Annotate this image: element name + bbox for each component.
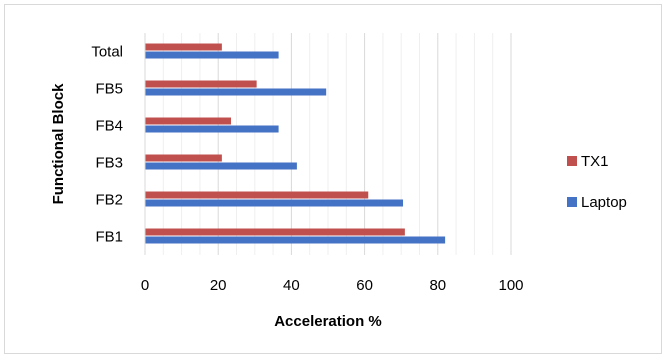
chart-frame: 0 20 40 60 80 100 FB1 FB2 FB3 FB4 FB5 Total Accele… <box>4 4 662 354</box>
y-tick-label: FB4 <box>95 118 123 135</box>
bar-tx1-fb4 <box>145 117 232 125</box>
bar-tx1-fb5 <box>145 80 257 88</box>
y-axis-title: Functional Block <box>50 83 67 205</box>
x-tick-labels: 0 20 40 60 80 100 <box>141 277 524 294</box>
x-axis-title: Acceleration % <box>274 313 382 330</box>
y-tick-label: FB2 <box>95 192 123 209</box>
chart: 0 20 40 60 80 100 FB1 FB2 FB3 FB4 FB5 Total Accele… <box>50 33 627 330</box>
bar-tx1-fb1 <box>145 228 405 236</box>
bar-laptop-fb1 <box>145 236 446 244</box>
bars <box>145 43 446 244</box>
x-tick-label: 0 <box>141 277 149 294</box>
x-tick-label: 60 <box>356 277 373 294</box>
bar-laptop-fb4 <box>145 125 279 133</box>
x-tick-label: 100 <box>498 277 523 294</box>
bar-tx1-fb3 <box>145 154 222 162</box>
legend-label-tx1: TX1 <box>581 153 609 170</box>
legend-swatch-tx1 <box>567 156 577 166</box>
legend-label-laptop: Laptop <box>581 194 627 211</box>
legend-swatch-laptop <box>567 197 577 207</box>
bar-tx1-total <box>145 43 222 51</box>
bar-laptop-total <box>145 51 279 59</box>
bar-tx1-fb2 <box>145 191 369 199</box>
gridlines <box>162 33 512 255</box>
bar-laptop-fb5 <box>145 88 327 96</box>
x-tick-label: 80 <box>429 277 446 294</box>
y-tick-label: Total <box>91 44 123 61</box>
legend: TX1 Laptop <box>567 153 627 211</box>
y-tick-label: FB1 <box>95 229 123 246</box>
bar-laptop-fb2 <box>145 199 404 207</box>
x-tick-label: 40 <box>283 277 300 294</box>
x-tick-label: 20 <box>210 277 227 294</box>
y-tick-label: FB5 <box>95 81 123 98</box>
bar-laptop-fb3 <box>145 162 297 170</box>
y-tick-labels: FB1 FB2 FB3 FB4 FB5 Total <box>91 44 123 246</box>
y-tick-label: FB3 <box>95 155 123 172</box>
